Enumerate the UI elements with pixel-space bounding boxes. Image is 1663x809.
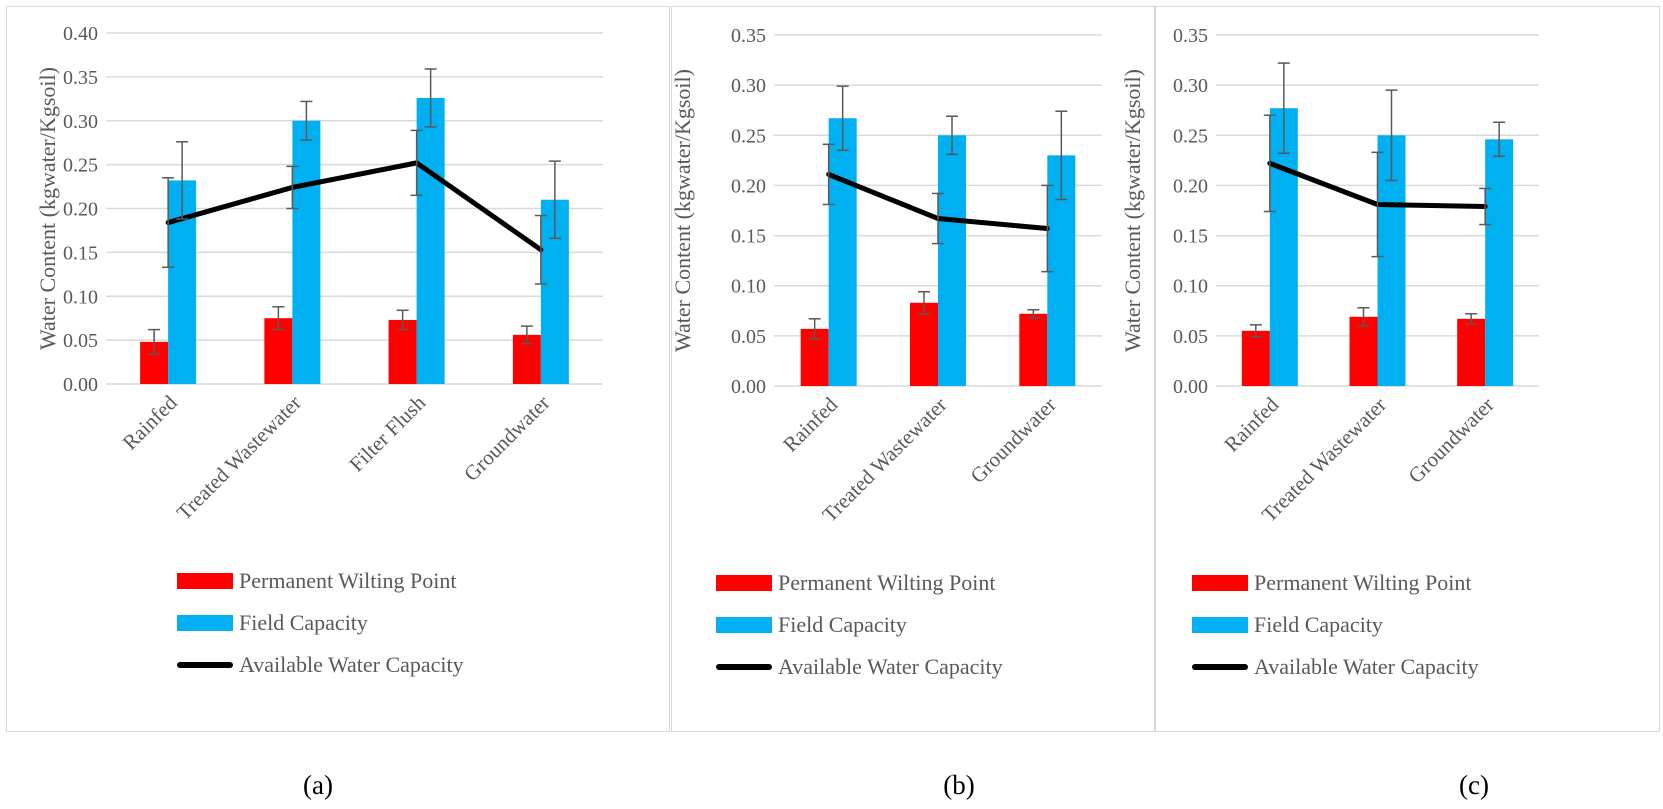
y-tick-label: 0.30 <box>1173 75 1208 97</box>
y-tick-label: 0.25 <box>1173 125 1208 147</box>
y-tick-label: 0.15 <box>1173 226 1208 248</box>
y-axis-label: Water Content (kgwater/Kgsoil) <box>1120 69 1145 352</box>
y-tick-label: 0.30 <box>63 111 98 133</box>
caption-a: (a) <box>303 770 333 800</box>
legend-item-pwp: Permanent Wilting Point <box>1192 562 1479 604</box>
bar-pwp <box>1457 318 1486 386</box>
awc-swatch <box>1192 664 1248 670</box>
bar-fc <box>938 135 966 386</box>
chart-a-plot: 0.00 0.05 0.10 0.15 0.20 0.25 0.30 0.35 0.40Wate… <box>35 23 603 525</box>
chart-panel-a: 0.00 0.05 0.10 0.15 0.20 0.25 0.30 0.35 0.40 Wate… <box>6 6 670 732</box>
legend-label-pwp: Permanent Wilting Point <box>778 570 996 595</box>
y-tick-label: 0.10 <box>1173 276 1208 298</box>
pwp-swatch <box>716 575 772 591</box>
legend-label-awc: Available Water Capacity <box>1254 654 1479 679</box>
legend-item-awc: Available Water Capacity <box>716 646 1003 688</box>
bar-pwp <box>1349 316 1378 386</box>
legend-item-pwp: Permanent Wilting Point <box>716 562 1003 604</box>
legend-label-fc: Field Capacity <box>778 612 907 637</box>
y-tick-label: 0.20 <box>63 199 98 221</box>
y-tick-label: 0.30 <box>731 75 766 97</box>
y-tick-label: 0.00 <box>1173 376 1208 398</box>
legend-item-fc: Field Capacity <box>1192 604 1479 646</box>
x-category-label: Rainfed <box>778 392 842 456</box>
x-category-label: Groundwater <box>966 393 1061 488</box>
legend-label-fc: Field Capacity <box>239 610 368 635</box>
legend-label-pwp: Permanent Wilting Point <box>239 568 457 593</box>
caption-b: (b) <box>943 770 975 800</box>
x-category-label: Filter Flush <box>344 390 430 476</box>
y-tick-label: 0.40 <box>63 23 98 45</box>
y-tick-label: 0.20 <box>731 175 766 197</box>
awc-swatch <box>716 664 772 670</box>
legend-item-awc: Available Water Capacity <box>177 644 464 686</box>
y-tick-label: 0.00 <box>731 376 766 398</box>
y-tick-label: 0.00 <box>63 374 98 396</box>
y-tick-label: 0.25 <box>731 125 766 147</box>
chart-panel-c: 0.00 0.05 0.10 0.15 0.20 0.25 0.30 0.35 Water Co… <box>1120 6 1660 732</box>
x-category-label: Treated Wastewater <box>172 391 306 525</box>
legend-item-fc: Field Capacity <box>716 604 1003 646</box>
bar-fc <box>292 120 321 384</box>
legend-label-pwp: Permanent Wilting Point <box>1254 570 1472 595</box>
caption-c: (c) <box>1459 770 1489 800</box>
legend-item-fc: Field Capacity <box>177 602 464 644</box>
pwp-swatch <box>177 573 233 589</box>
y-tick-label: 0.35 <box>731 25 766 47</box>
legend-item-pwp: Permanent Wilting Point <box>177 560 464 602</box>
x-category-label: Rainfed <box>1219 392 1283 456</box>
y-axis-label: Water Content (kgwater/Kgsoil) <box>670 69 695 352</box>
chart-c-plot: 0.00 0.05 0.10 0.15 0.20 0.25 0.30 0.35 Water Co… <box>1120 25 1539 527</box>
y-tick-label: 0.35 <box>1173 25 1208 47</box>
fc-swatch <box>177 615 233 631</box>
legend-label-fc: Field Capacity <box>1254 612 1383 637</box>
y-tick-label: 0.15 <box>731 226 766 248</box>
fc-swatch <box>716 617 772 633</box>
awc-swatch <box>177 662 233 668</box>
y-tick-label: 0.35 <box>63 67 98 89</box>
bar-fc <box>1485 139 1514 386</box>
chart-b-plot: 0.00 0.05 0.10 0.15 0.20 0.25 0.30 0.35 Water Co… <box>670 25 1102 527</box>
bar-pwp <box>1241 330 1270 386</box>
x-category-label: Groundwater <box>1403 393 1498 488</box>
chart-panel-b: 0.00 0.05 0.10 0.15 0.20 0.25 0.30 0.35 Water Co… <box>670 6 1155 732</box>
y-tick-label: 0.15 <box>63 242 98 264</box>
y-tick-label: 0.20 <box>1173 175 1208 197</box>
bar-pwp <box>1019 313 1048 386</box>
pwp-swatch <box>1192 575 1248 591</box>
chart-c-legend: Permanent Wilting Point Field Capacity A… <box>1192 562 1479 688</box>
y-tick-label: 0.10 <box>731 276 766 298</box>
bar-fc <box>416 97 445 384</box>
legend-label-awc: Available Water Capacity <box>239 652 464 677</box>
y-tick-label: 0.05 <box>731 326 766 348</box>
legend-item-awc: Available Water Capacity <box>1192 646 1479 688</box>
y-tick-label: 0.10 <box>63 286 98 308</box>
bar-pwp <box>910 302 938 386</box>
bar-fc <box>1269 108 1298 387</box>
bar-fc <box>828 118 857 386</box>
x-category-label: Groundwater <box>459 391 554 486</box>
x-category-label: Rainfed <box>118 390 182 454</box>
line-awc <box>165 160 544 253</box>
legend-label-awc: Available Water Capacity <box>778 654 1003 679</box>
chart-b-legend: Permanent Wilting Point Field Capacity A… <box>716 562 1003 688</box>
chart-a-legend: Permanent Wilting Point Field Capacity A… <box>177 560 464 686</box>
y-tick-label: 0.05 <box>63 330 98 352</box>
fc-swatch <box>1192 617 1248 633</box>
y-tick-label: 0.05 <box>1173 326 1208 348</box>
bar-pwp <box>388 319 417 384</box>
y-axis-label: Water Content (kgwater/Kgsoil) <box>35 67 60 350</box>
y-tick-label: 0.25 <box>63 155 98 177</box>
